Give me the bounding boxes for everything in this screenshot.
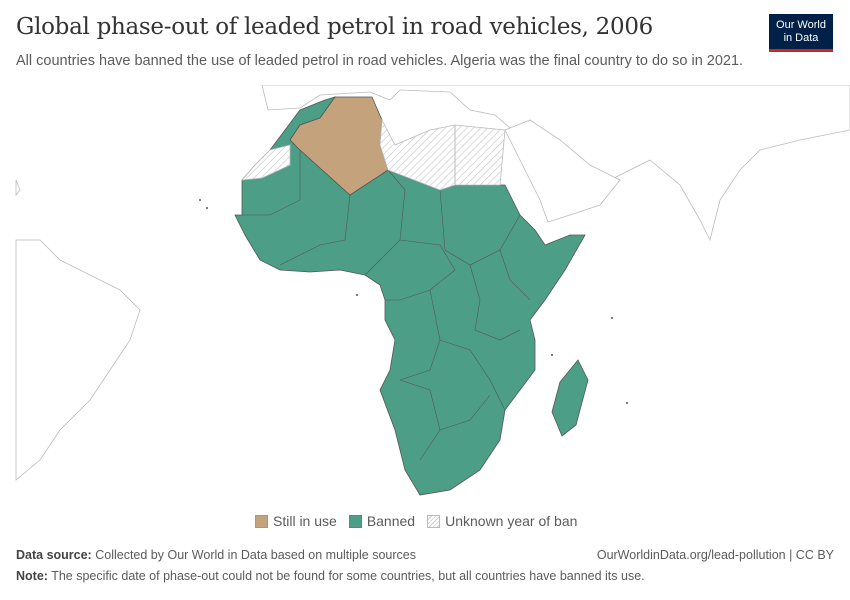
americas-outline: [15, 239, 141, 481]
owid-logo[interactable]: Our World in Data: [769, 14, 833, 52]
legend-swatch: [255, 514, 268, 528]
legend-label: Banned: [366, 513, 416, 529]
legend-item-still-in-use[interactable]: Still in use: [255, 513, 337, 529]
legend: Still in use Banned Unknown year of ban: [255, 513, 577, 529]
data-source: Data source: Collected by Our World in D…: [16, 548, 416, 562]
note-text: The specific date of phase-out could not…: [51, 569, 645, 583]
subtitle: All countries have banned the use of lea…: [16, 53, 744, 69]
legend-item-banned[interactable]: Banned: [348, 513, 416, 529]
legend-label: Still in use: [273, 513, 337, 529]
arabian-peninsula: [504, 119, 621, 223]
greenland-island: [15, 179, 21, 197]
source-url-link[interactable]: OurWorldinData.org/lead-pollution | CC B…: [596, 548, 834, 562]
note-label: Note:: [16, 569, 48, 583]
legend-label: Unknown year of ban: [445, 513, 578, 529]
page-title: Global phase-out of leaded petrol in roa…: [16, 14, 653, 40]
source-text: Collected by Our World in Data based on …: [95, 548, 416, 562]
western-sahara-unknown[interactable]: [241, 144, 291, 181]
legend-swatch-hatched: [427, 514, 441, 528]
africa-map: [15, 85, 850, 496]
legend-item-unknown[interactable]: Unknown year of ban: [427, 513, 577, 529]
small-islands: [199, 199, 628, 404]
madagascar-banned[interactable]: [551, 359, 589, 437]
other-land: [15, 85, 850, 481]
source-label: Data source:: [16, 548, 92, 562]
algeria-still-in-use[interactable]: [289, 96, 389, 196]
legend-swatch: [348, 514, 362, 528]
country-borders: [242, 150, 531, 461]
note: Note: The specific date of phase-out cou…: [16, 569, 645, 583]
libya-egypt-unknown[interactable]: [379, 118, 506, 191]
